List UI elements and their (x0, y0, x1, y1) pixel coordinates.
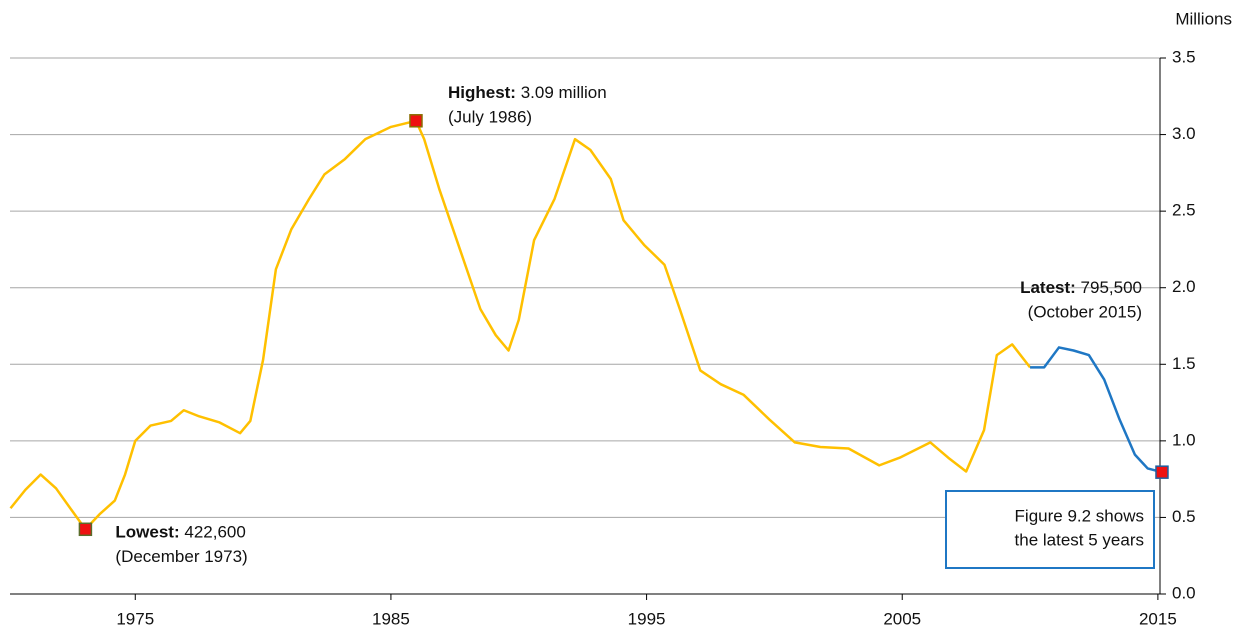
annotation-label: Highest: (448, 83, 516, 102)
y-tick-label: 2.5 (1172, 201, 1196, 220)
x-tick-label: 2015 (1139, 609, 1177, 628)
y-tick-label: 3.0 (1172, 124, 1196, 143)
annotation-date: (October 2015) (1028, 302, 1142, 321)
note-text: Figure 9.2 shows (1015, 506, 1144, 525)
annotation: Lowest: 422,600 (115, 523, 245, 542)
note-box (945, 490, 1155, 569)
note-text: the latest 5 years (1015, 530, 1144, 549)
line-series (9, 119, 1032, 531)
y-tick-label: 0.0 (1172, 583, 1196, 602)
point-marker (409, 114, 423, 128)
x-tick-label: 1995 (628, 609, 666, 628)
annotation: Highest: 3.09 million (448, 83, 607, 102)
y-tick-label: 0.5 (1172, 507, 1196, 526)
x-tick-label: 1985 (372, 609, 410, 628)
annotation-label: Latest: (1020, 278, 1076, 297)
x-tick-label: 1975 (116, 609, 154, 628)
annotation-date: (July 1986) (448, 107, 532, 126)
x-tick-label: 2005 (883, 609, 921, 628)
y-axis-label: Millions (1175, 9, 1232, 28)
annotation-label: Lowest: (115, 523, 179, 542)
point-marker (78, 522, 93, 537)
annotation-value: 795,500 (1081, 278, 1142, 297)
annotation-value: 3.09 million (521, 83, 607, 102)
y-tick-label: 1.0 (1172, 430, 1196, 449)
y-tick-label: 1.5 (1172, 354, 1196, 373)
annotation-date: (December 1973) (115, 547, 247, 566)
annotation-value: 422,600 (184, 523, 245, 542)
point-marker (1155, 465, 1169, 479)
annotation: Latest: 795,500 (1020, 278, 1142, 297)
y-tick-label: 3.5 (1172, 47, 1196, 66)
line-series (1030, 346, 1163, 474)
y-tick-label: 2.0 (1172, 277, 1196, 296)
